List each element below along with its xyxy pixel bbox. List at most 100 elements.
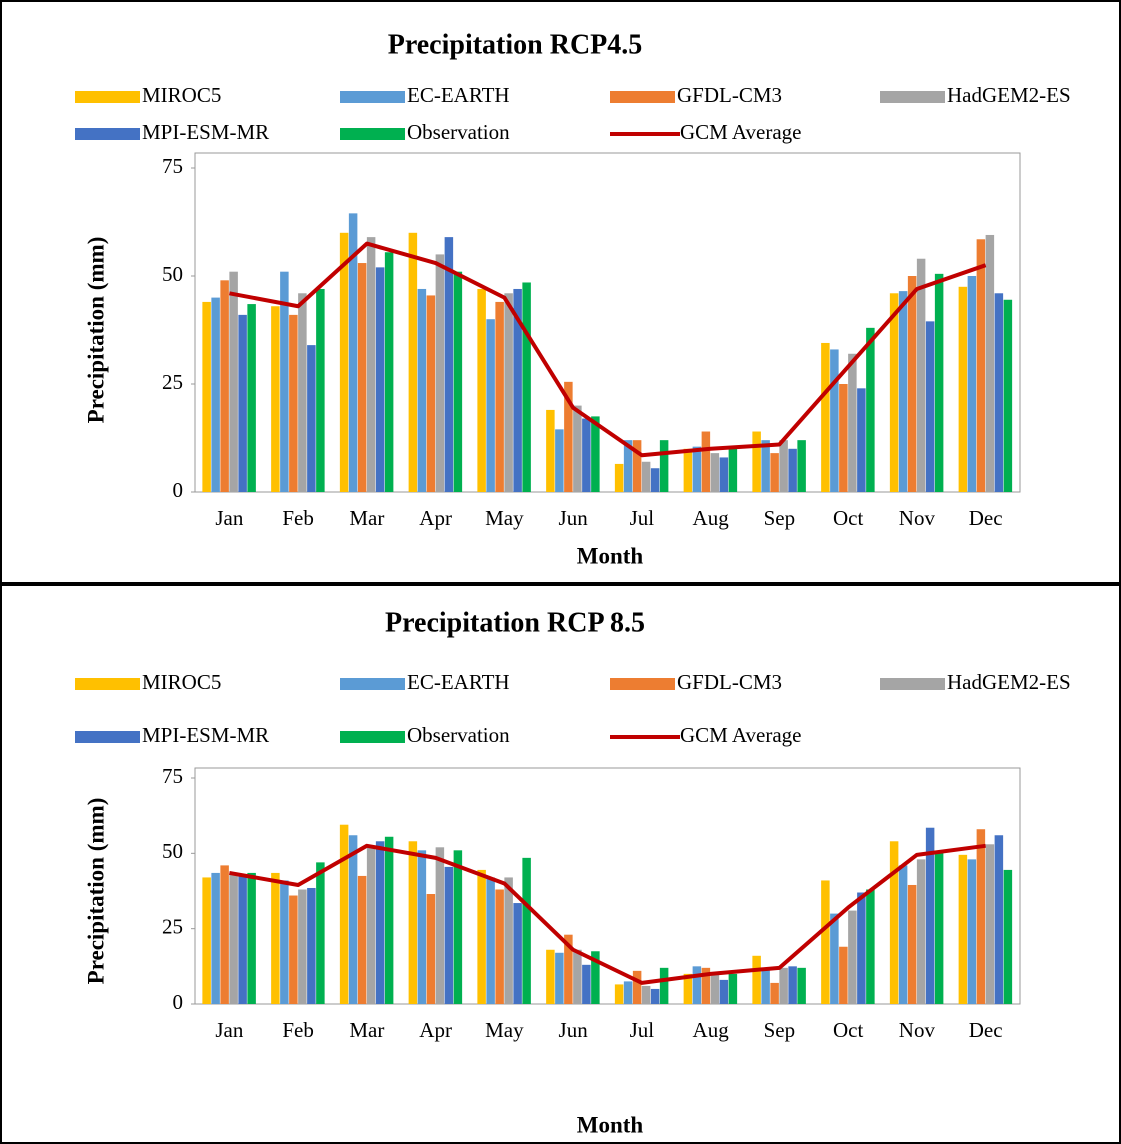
bar <box>495 301 504 492</box>
bar <box>271 306 280 492</box>
bar <box>659 440 669 492</box>
bar <box>710 973 720 1004</box>
bar <box>797 967 806 1004</box>
bar <box>623 981 633 1004</box>
bar <box>477 288 486 492</box>
chart-title: Precipitation RCP4.5 <box>388 29 643 60</box>
x-tick-label: Sep <box>764 506 796 530</box>
bar <box>211 872 220 1004</box>
bar <box>770 453 779 492</box>
bar <box>546 949 555 1004</box>
legend-label: HadGEM2-ES <box>947 670 1071 694</box>
bar <box>202 301 211 492</box>
y-axis-label: Precipitation (mm) <box>83 798 108 985</box>
bar <box>976 829 986 1004</box>
bar <box>866 889 875 1004</box>
bar <box>985 234 995 492</box>
legend-swatch <box>75 731 140 743</box>
bar <box>934 851 944 1004</box>
legend-swatch <box>340 91 405 103</box>
bar <box>202 877 211 1004</box>
x-tick-label: Mar <box>349 1018 384 1042</box>
bar <box>348 213 358 493</box>
average-line <box>229 241 987 458</box>
bar <box>770 982 779 1004</box>
x-tick-label: Oct <box>833 1018 863 1042</box>
bar <box>229 874 238 1004</box>
bar <box>573 405 582 492</box>
bar <box>934 273 944 492</box>
y-tick-label: 0 <box>173 990 184 1014</box>
legend-label: MPI-ESM-MR <box>142 120 269 144</box>
bar <box>408 841 418 1004</box>
x-tick-label: Dec <box>969 1018 1003 1042</box>
bar <box>659 967 669 1004</box>
bar <box>298 889 307 1004</box>
bar <box>650 468 660 492</box>
bar <box>994 835 1004 1004</box>
bar <box>857 892 866 1004</box>
legend-label: MIROC5 <box>142 83 221 107</box>
bar <box>307 345 316 492</box>
x-tick-label: Apr <box>419 1018 452 1042</box>
bar <box>375 841 385 1004</box>
x-tick-label: Nov <box>899 1018 936 1042</box>
bar <box>211 297 220 492</box>
bar <box>830 913 839 1004</box>
bar <box>247 872 256 1004</box>
x-axis-label: Month <box>577 543 644 568</box>
bar <box>289 895 298 1004</box>
bar <box>384 836 394 1004</box>
legend-label: GFDL-CM3 <box>677 83 782 107</box>
bar <box>692 966 702 1004</box>
panel-border <box>0 584 1121 1144</box>
bar <box>632 970 642 1004</box>
bar <box>898 291 908 492</box>
legend-swatch <box>340 128 405 140</box>
bar <box>316 862 325 1004</box>
bar <box>504 877 513 1004</box>
y-axis-label: Precipitation (mm) <box>83 237 108 424</box>
y-tick-label: 25 <box>162 370 183 394</box>
bar <box>426 295 436 492</box>
bar <box>994 293 1004 492</box>
x-tick-label: May <box>485 1018 524 1042</box>
bar <box>976 239 986 492</box>
bar <box>298 293 307 492</box>
x-tick-label: Dec <box>969 506 1003 530</box>
bar <box>1003 869 1013 1004</box>
legend-swatch <box>880 91 945 103</box>
legend-swatch <box>75 128 140 140</box>
bar <box>495 889 504 1004</box>
bar <box>683 448 693 492</box>
bar <box>546 409 555 492</box>
bar <box>280 880 289 1004</box>
legend-label: GCM Average <box>680 120 802 144</box>
y-tick-label: 25 <box>162 914 183 938</box>
bar <box>866 327 875 492</box>
bar <box>316 288 325 492</box>
legend-label: EC-EARTH <box>407 670 510 694</box>
bar <box>486 877 495 1004</box>
x-tick-label: Apr <box>419 506 452 530</box>
x-tick-label: Aug <box>693 1018 730 1042</box>
bar <box>641 985 651 1004</box>
bar <box>683 973 693 1004</box>
bar <box>797 440 806 492</box>
legend-swatch <box>75 678 140 690</box>
x-tick-label: Jun <box>559 506 589 530</box>
x-tick-label: Jan <box>215 1018 243 1042</box>
bar <box>247 304 256 492</box>
bar <box>307 887 316 1004</box>
bar <box>444 866 454 1004</box>
bar <box>848 910 857 1004</box>
bar <box>582 964 591 1004</box>
legend-label: GFDL-CM3 <box>677 670 782 694</box>
bar <box>555 429 564 492</box>
bar <box>857 388 866 492</box>
legend-swatch <box>340 731 405 743</box>
average-line <box>229 843 986 985</box>
bar <box>967 276 977 492</box>
legend-swatch <box>610 91 675 103</box>
